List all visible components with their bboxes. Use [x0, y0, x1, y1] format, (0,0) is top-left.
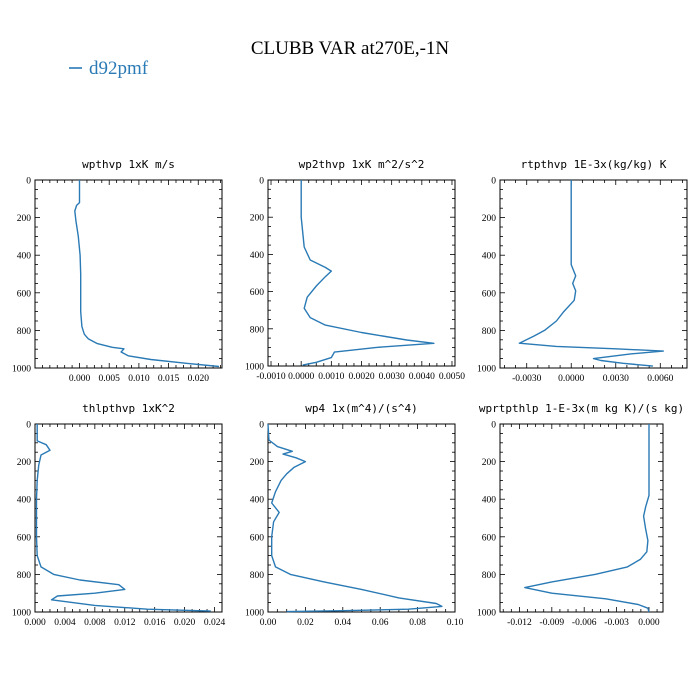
x-tick-label: 0.0040 [409, 372, 435, 382]
y-tick-label: 1000 [245, 363, 264, 373]
series-line-d92pmf [524, 424, 650, 613]
x-tick-label: 0.008 [84, 618, 106, 628]
figure-title: CLUBB VAR at270E,-1N [251, 38, 450, 59]
x-tick-label: 0.000 [638, 618, 660, 628]
y-tick-label: 200 [250, 214, 265, 224]
series-line-d92pmf [267, 423, 443, 613]
chart-panel-2: wp2thvp 1xK m^2/s^2 0 200 400 600 800 1000-0.0… [245, 158, 465, 382]
y-tick-label: 200 [17, 458, 32, 468]
y-tick-label: 0 [26, 421, 31, 431]
x-tick-label: -0.012 [507, 618, 532, 628]
x-tick-label: 0.0030 [379, 372, 405, 382]
x-tick-label: 0.02 [297, 618, 314, 628]
series-line-d92pmf [74, 180, 220, 368]
y-tick-label: 800 [482, 571, 497, 581]
legend-label: d92pmf [89, 58, 149, 79]
y-tick-label: 400 [482, 252, 497, 262]
y-tick-label: 400 [250, 496, 265, 506]
y-tick-label: 600 [250, 533, 265, 543]
x-tick-label: 0.012 [114, 618, 136, 628]
plot-frame [34, 179, 223, 369]
y-tick-label: 400 [250, 251, 265, 261]
x-tick-label: 0.000 [24, 618, 46, 628]
x-tick-label: 0.0030 [603, 374, 629, 384]
plot-frame [499, 423, 664, 613]
x-tick-label: 0.020 [174, 618, 196, 628]
x-tick-label: 0.0000 [558, 374, 584, 384]
x-tick-label: 0.004 [54, 618, 76, 628]
y-tick-label: 400 [17, 252, 32, 262]
y-tick-label: 200 [482, 214, 497, 224]
series-line-d92pmf [518, 180, 664, 367]
plot-frame [499, 179, 688, 369]
y-tick-label: 800 [482, 327, 497, 337]
x-tick-label: -0.003 [604, 618, 629, 628]
y-tick-label: 1000 [477, 609, 496, 619]
x-tick-label: -0.009 [540, 618, 565, 628]
x-tick-label: 0.00 [260, 618, 277, 628]
y-tick-label: 200 [250, 458, 265, 468]
y-tick-label: 0 [259, 421, 264, 431]
y-tick-label: 600 [17, 289, 32, 299]
y-tick-label: 200 [482, 458, 497, 468]
panel-title: wp2thvp 1xK m^2/s^2 [299, 158, 425, 171]
y-tick-label: 0 [491, 421, 496, 431]
panel-title: wp4 1x(m^4)/(s^4) [305, 402, 418, 415]
y-tick-label: 1000 [12, 609, 31, 619]
x-tick-label: 0.015 [158, 374, 180, 384]
y-tick-label: 600 [482, 533, 497, 543]
legend: d92pmf [69, 58, 149, 79]
x-tick-label: 0.0050 [439, 372, 465, 382]
x-tick-label: -0.0030 [512, 374, 542, 384]
x-tick-label: -0.006 [572, 618, 597, 628]
x-tick-label: 0.08 [409, 618, 426, 628]
y-tick-label: 1000 [12, 365, 31, 375]
y-tick-label: 0 [491, 177, 496, 187]
x-tick-label: 0.005 [99, 374, 121, 384]
x-tick-label: 0.10 [447, 618, 464, 628]
x-tick-label: 0.0020 [348, 372, 374, 382]
x-tick-label: 0.016 [144, 618, 166, 628]
chart-panel-3: rtpthvp 1E-3x(kg/kg) K 0 200 400 600 800 1000 -… [477, 158, 688, 384]
x-tick-label: 0.000 [69, 374, 91, 384]
y-tick-label: 400 [482, 496, 497, 506]
plot-frame [267, 423, 456, 613]
y-tick-label: 1000 [477, 365, 496, 375]
y-tick-label: 800 [17, 327, 32, 337]
x-tick-label: 0.04 [334, 618, 351, 628]
chart-panel-1: wpthvp 1xK m/s 0 200 400 600 800 1000 0.000 0.00… [12, 158, 223, 384]
x-tick-label: -0.0010 [256, 372, 286, 382]
y-tick-label: 1000 [245, 609, 264, 619]
y-tick-label: 200 [17, 214, 32, 224]
y-tick-label: 600 [17, 533, 32, 543]
x-tick-label: 0.024 [204, 618, 226, 628]
x-tick-label: 0.06 [372, 618, 389, 628]
y-tick-label: 800 [250, 571, 265, 581]
y-tick-label: 800 [17, 571, 32, 581]
panel-title: wpthvp 1xK m/s [82, 158, 175, 171]
y-tick-label: 800 [250, 325, 265, 335]
chart-panel-6: wprtpthlp 1-E-3x(m kg K)/(s kg) 0 200 400 60… [477, 402, 684, 628]
plot-frame [267, 179, 456, 367]
x-tick-label: 0.020 [188, 374, 210, 384]
y-tick-label: 0 [259, 177, 264, 187]
y-tick-label: 400 [17, 496, 32, 506]
y-tick-label: 0 [26, 177, 31, 187]
y-tick-label: 600 [250, 288, 265, 298]
panel-title: wprtpthlp 1-E-3x(m kg K)/(s kg) [479, 402, 684, 415]
x-tick-label: 0.0010 [318, 372, 344, 382]
x-tick-label: 0.0060 [647, 374, 673, 384]
series-line-d92pmf [35, 424, 211, 612]
series-line-d92pmf [300, 180, 435, 366]
x-tick-label: 0.0000 [288, 372, 314, 382]
y-tick-label: 600 [482, 289, 497, 299]
panel-title: rtpthvp 1E-3x(kg/kg) K [521, 158, 667, 171]
panel-title: thlpthvp 1xK^2 [82, 402, 175, 415]
x-tick-label: 0.010 [128, 374, 150, 384]
plot-frame [34, 423, 223, 613]
